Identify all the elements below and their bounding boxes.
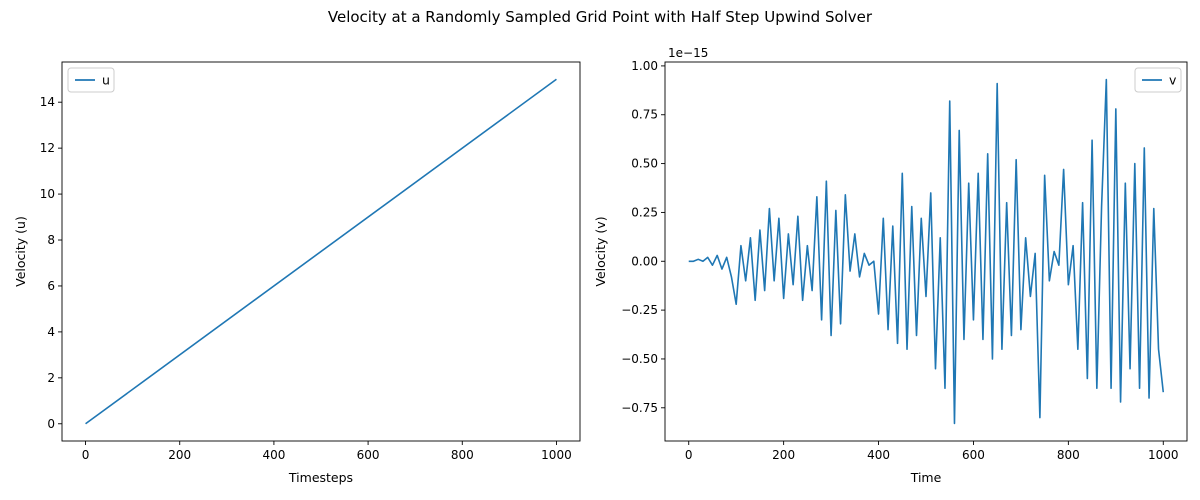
c0-series-line-u — [85, 78, 557, 425]
c1-y-tick-label: −0.25 — [621, 303, 658, 317]
c0-y-axis-label: Velocity (u) — [13, 216, 28, 287]
c1-x-tick-label: 0 — [685, 448, 693, 462]
c0-y-tick-label: 8 — [47, 233, 55, 247]
c0-y-tick-label: 14 — [40, 95, 55, 109]
c0-x-tick-label: 0 — [82, 448, 90, 462]
c1-y-tick-label: 0.50 — [631, 157, 658, 171]
c1-y-axis-label: Velocity (v) — [593, 216, 608, 286]
c1-x-tick-label: 1000 — [1148, 448, 1179, 462]
c1-x-tick-label: 600 — [962, 448, 985, 462]
c1-legend-label: v — [1169, 73, 1177, 88]
c0-legend-label: u — [102, 73, 110, 88]
c1-y-tick-label: 0.00 — [631, 254, 658, 268]
c0-y-tick-label: 4 — [47, 325, 55, 339]
c1-legend: v — [1134, 67, 1182, 93]
c0-x-tick-label: 200 — [168, 448, 191, 462]
c0-y-tick-label: 6 — [47, 279, 55, 293]
c1-y-tick-label: −0.50 — [621, 352, 658, 366]
c1-y-tick-label: 0.25 — [631, 205, 658, 219]
c0-axes-frame — [61, 61, 581, 442]
c1-x-tick-label: 800 — [1057, 448, 1080, 462]
chart-v: 0 200 400 600 800 1000 −0.75 −0.50 −0.25 0.00 0.25… — [593, 46, 1188, 485]
c1-y-tick-label: 0.75 — [631, 108, 658, 122]
figure-title: Velocity at a Randomly Sampled Grid Poin… — [328, 8, 873, 26]
c1-offset-label: 1e−15 — [668, 46, 708, 60]
c0-y-tick-label: 2 — [47, 371, 55, 385]
c0-y-tick-label: 10 — [40, 187, 55, 201]
chart-u: 0 200 400 600 800 1000 0 2 4 6 8 10 12 14 Timesteps Vel… — [13, 61, 581, 485]
c1-y-tick-label: 1.00 — [631, 59, 658, 73]
c1-y-tick-label: −0.75 — [621, 401, 658, 415]
c1-x-tick-label: 400 — [867, 448, 890, 462]
c0-x-tick-label: 800 — [451, 448, 474, 462]
c0-y-tick-label: 0 — [47, 417, 55, 431]
c0-x-tick-label: 1000 — [541, 448, 572, 462]
c0-y-tick-label: 12 — [40, 141, 55, 155]
c0-x-tick-label: 600 — [357, 448, 380, 462]
c1-axes-frame — [664, 61, 1188, 442]
c0-legend: u — [67, 67, 115, 93]
c1-x-tick-label: 200 — [772, 448, 795, 462]
c0-x-tick-label: 400 — [262, 448, 285, 462]
c1-x-axis-label: Time — [910, 470, 942, 485]
c0-x-axis-label: Timesteps — [288, 470, 353, 485]
c1-series-line-v — [688, 78, 1165, 425]
